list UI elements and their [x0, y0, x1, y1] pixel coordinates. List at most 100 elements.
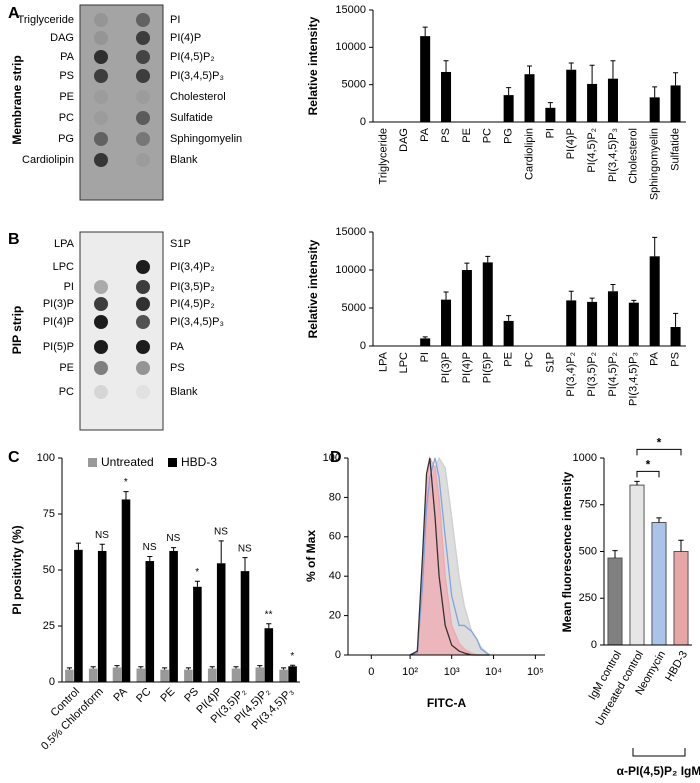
blot-label-left: PS	[59, 70, 74, 82]
blot-dot	[94, 315, 108, 329]
legend-label: Untreated	[101, 455, 154, 469]
x-tick-label: 10²	[402, 666, 418, 678]
x-tick-label: PS	[182, 686, 201, 705]
y-tick-label: 1000	[573, 452, 597, 464]
bar	[670, 85, 681, 122]
y-tick-label: 750	[579, 499, 597, 511]
error-bar	[673, 72, 679, 86]
x-tick-label: PG	[503, 128, 515, 144]
bar	[587, 83, 598, 122]
blot-dot	[94, 31, 108, 45]
blot-label-right: Sphingomyelin	[170, 133, 242, 145]
annotation: *	[124, 477, 128, 488]
bar	[587, 301, 598, 346]
x-tick-label: PI(4,5)P₂	[586, 128, 598, 173]
blot-label-left: PC	[59, 386, 74, 398]
annotation: **	[265, 609, 273, 620]
x-tick-label: PE	[503, 352, 515, 367]
bar	[121, 499, 131, 682]
blot-label-right: PS	[170, 362, 185, 374]
annotation: NS	[95, 530, 109, 541]
error-bar	[673, 312, 679, 327]
x-tick-label: PA	[419, 127, 431, 142]
x-tick-label: PE	[158, 686, 177, 705]
error-bar	[257, 665, 263, 668]
significance-label: *	[657, 436, 662, 450]
error-bar	[678, 539, 684, 552]
y-tick-label: 0	[360, 340, 366, 352]
x-tick-label: Cholesterol	[628, 128, 640, 184]
blot-dot	[136, 153, 150, 167]
blot-dot	[136, 90, 150, 104]
group-bracket	[632, 748, 686, 757]
x-tick-label: DAG	[398, 128, 410, 152]
bar	[503, 95, 514, 122]
x-axis-label: FITC-A	[427, 696, 467, 710]
blot-label-left: PI(4)P	[43, 316, 74, 328]
error-bar	[568, 290, 574, 301]
x-tick-label: PA	[649, 351, 661, 366]
x-tick-label: PC	[482, 128, 494, 143]
error-bar	[506, 87, 512, 96]
bar	[629, 484, 645, 646]
bar	[607, 557, 623, 646]
blot-dot	[94, 111, 108, 125]
x-tick-label: Sulfatide	[669, 128, 681, 171]
blot-label-right: Cholesterol	[170, 91, 226, 103]
blot-label-right: PI(4,5)P₂	[170, 298, 215, 310]
error-bar	[656, 517, 662, 523]
error-bar	[443, 60, 449, 72]
y-axis-label: % of Max	[304, 530, 318, 582]
error-bar	[526, 65, 533, 75]
blot-label-left: LPC	[53, 261, 74, 273]
significance-bracket	[636, 448, 682, 456]
bar	[240, 571, 250, 682]
bar	[545, 107, 556, 122]
blot-dot	[94, 297, 108, 311]
x-tick-label: HBD-3	[663, 649, 690, 684]
error-bar	[147, 556, 153, 562]
error-bar	[464, 262, 470, 270]
error-bar	[123, 491, 129, 500]
blot-label-right: Blank	[170, 154, 198, 166]
error-bar	[422, 336, 428, 339]
bar	[628, 302, 639, 346]
y-tick-label: 0	[591, 639, 597, 651]
x-tick-label: PI(4)P	[461, 352, 473, 383]
blot-label-left: PG	[58, 133, 74, 145]
significance-label: *	[646, 458, 651, 472]
bar	[74, 549, 83, 682]
blot-label-left: PA	[60, 51, 75, 63]
bar	[566, 300, 577, 346]
blot-label-left: PI(5)P	[43, 341, 74, 353]
y-tick-label: 100	[37, 452, 55, 464]
bar	[503, 320, 514, 346]
blot-label-left: Cardiolipin	[22, 154, 74, 166]
y-tick-label: 80	[329, 491, 341, 503]
y-tick-label: 40	[329, 570, 341, 582]
x-tick-label: PS	[440, 128, 452, 143]
blot-title: PIP strip	[10, 306, 24, 354]
bar	[649, 97, 660, 122]
x-tick-label: LPA	[377, 351, 389, 372]
bar	[231, 668, 241, 682]
blot-dot	[94, 260, 108, 274]
error-bar	[612, 550, 618, 559]
x-tick-label: PS	[669, 352, 681, 367]
bar	[670, 327, 681, 346]
blot-label-right: PI(3,4,5)P₃	[170, 316, 224, 328]
error-bar	[589, 64, 595, 84]
blot-dot	[94, 132, 108, 146]
bar	[524, 74, 535, 122]
blot-label-left: Triglyceride	[18, 14, 74, 26]
x-tick-label: PI(5)P	[482, 352, 494, 383]
y-axis-label: Relative intensity	[306, 16, 320, 115]
x-tick-label: PE	[461, 128, 473, 143]
error-bar	[242, 557, 248, 572]
blot-label-right: PI	[170, 14, 180, 26]
bar	[607, 78, 618, 122]
x-tick-label: 0	[368, 666, 374, 678]
blot-label-left: PE	[59, 91, 74, 103]
y-tick-label: 10000	[335, 264, 366, 276]
x-tick-label: PI(4,5)P₂	[607, 352, 619, 397]
